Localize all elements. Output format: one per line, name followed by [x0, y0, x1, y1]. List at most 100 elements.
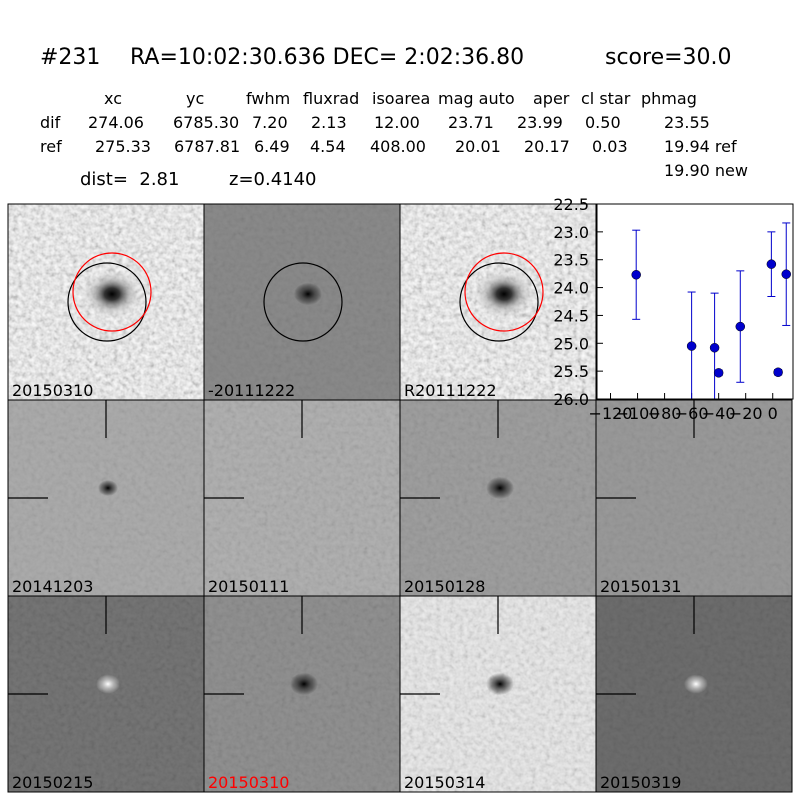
stamp: R20111222 — [399, 203, 597, 401]
table-cell: 275.33 — [95, 137, 151, 156]
x-tick-label: 0 — [768, 404, 778, 423]
source — [290, 672, 318, 696]
column-header: xc — [104, 89, 122, 108]
stamp-label: 20150131 — [600, 577, 681, 596]
phmag-new: 19.90 new — [664, 161, 748, 180]
aperture — [263, 262, 343, 342]
stamps: 20150310 -20111222 R20111222 20141203 201501… — [7, 203, 793, 793]
stamp-label: R20111222 — [404, 381, 497, 400]
table-cell: 23.99 — [517, 113, 563, 132]
score: score=30.0 — [605, 45, 732, 70]
column-header: isoarea — [372, 89, 430, 108]
y-tick-label: 24.0 — [553, 279, 589, 298]
stamp-label: -20111222 — [208, 381, 295, 400]
source — [486, 672, 514, 696]
table-cell: 0.50 — [585, 113, 621, 132]
table: xc yc fwhm fluxrad isoarea mag auto aper cl sta… — [40, 89, 737, 156]
table-cell: 7.20 — [252, 113, 288, 132]
stamp: 20150310 — [203, 595, 401, 793]
table-cell: 6.49 — [254, 137, 290, 156]
stamp-label: 20150215 — [12, 773, 93, 792]
table-cell: 4.54 — [310, 137, 346, 156]
source — [294, 282, 322, 306]
x-tick-label: −60 — [675, 404, 709, 423]
stamp-frame — [595, 595, 793, 793]
distance: dist= 2.81 — [80, 169, 179, 190]
plot-frame — [596, 203, 794, 400]
table-cell: 19.94 ref — [664, 137, 737, 156]
column-header: mag auto — [438, 89, 515, 108]
x-tick-label: −20 — [729, 404, 763, 423]
y-tick-label: 26.0 — [553, 390, 589, 409]
source — [82, 270, 142, 318]
stamp: 20150314 — [399, 595, 597, 793]
aperture — [67, 262, 147, 342]
stamp: 20150128 — [399, 399, 597, 597]
stamp-label: 20150314 — [404, 773, 485, 792]
table-cell: 23.55 — [664, 113, 710, 132]
column-header: yc — [186, 89, 204, 108]
source — [474, 270, 534, 318]
data-point — [686, 341, 697, 351]
x-tick-label: −80 — [648, 404, 682, 423]
data-point — [709, 342, 720, 353]
y-tick-label: 25.5 — [553, 362, 589, 381]
stamp-label: 20150111 — [208, 577, 289, 596]
coordinates: RA=10:02:30.636 DEC= 2:02:36.80 — [130, 45, 524, 70]
table-cell: 408.00 — [370, 137, 426, 156]
source — [98, 480, 118, 496]
table-cell: 0.03 — [592, 137, 628, 156]
stamp: 20150310 — [7, 203, 205, 401]
y-tick-label: 25.0 — [553, 334, 589, 353]
column-header: phmag — [641, 89, 697, 108]
data-point — [713, 368, 724, 378]
light-curve: 22.5 23.0 23.5 24.0 24.5 25.0 25.5 26.0−120−100… — [553, 195, 794, 423]
data-point — [735, 321, 746, 332]
stamp-label: 20141203 — [12, 577, 93, 596]
column-header: fwhm — [246, 89, 290, 108]
column-header: aper — [533, 89, 570, 108]
stamp-label: 20150128 — [404, 577, 485, 596]
y-tick-label: 23.5 — [553, 251, 589, 270]
source — [486, 476, 514, 500]
stamp-label: 20150310 — [208, 773, 289, 792]
table-cell: 20.17 — [524, 137, 570, 156]
table-cell: 274.06 — [88, 113, 144, 132]
source — [96, 674, 120, 694]
y-tick-label: 23.0 — [553, 223, 589, 242]
table-cell: 20.01 — [455, 137, 501, 156]
table-cell: 12.00 — [374, 113, 420, 132]
stamp-label: 20150319 — [600, 773, 681, 792]
table-cell: 6785.30 — [173, 113, 239, 132]
redshift: z=0.4140 — [229, 169, 317, 190]
candidate-id: #231 — [40, 45, 100, 70]
stamp: 20150215 — [7, 595, 205, 793]
x-tick-label: −120 — [589, 404, 633, 423]
aperture-ref — [464, 252, 544, 332]
row-label: ref — [40, 137, 62, 156]
plot-bg — [597, 204, 793, 399]
data-point — [773, 367, 783, 378]
row-label: dif — [40, 113, 61, 132]
table-cell: 2.13 — [311, 113, 347, 132]
data-point — [766, 259, 777, 269]
stamp: 20150111 — [203, 399, 401, 597]
data-point — [781, 269, 791, 279]
column-header: fluxrad — [303, 89, 359, 108]
stamp: 20141203 — [7, 399, 205, 597]
aperture — [459, 262, 539, 342]
table-cell: 23.71 — [448, 113, 494, 132]
stamp-label: 20150310 — [12, 381, 93, 400]
stamp: -20111222 — [203, 203, 401, 401]
data-point — [631, 270, 641, 280]
table-cell: 6787.81 — [174, 137, 240, 156]
x-tick-label: −40 — [702, 404, 736, 423]
stamp: 20150319 — [595, 595, 793, 793]
y-tick-label: 24.5 — [553, 306, 589, 325]
y-tick-label: 22.5 — [553, 195, 589, 214]
aperture-ref — [72, 252, 152, 332]
x-tick-label: −100 — [616, 404, 660, 423]
stamp: 20150131 — [595, 399, 793, 597]
column-header: cl star — [581, 89, 631, 108]
